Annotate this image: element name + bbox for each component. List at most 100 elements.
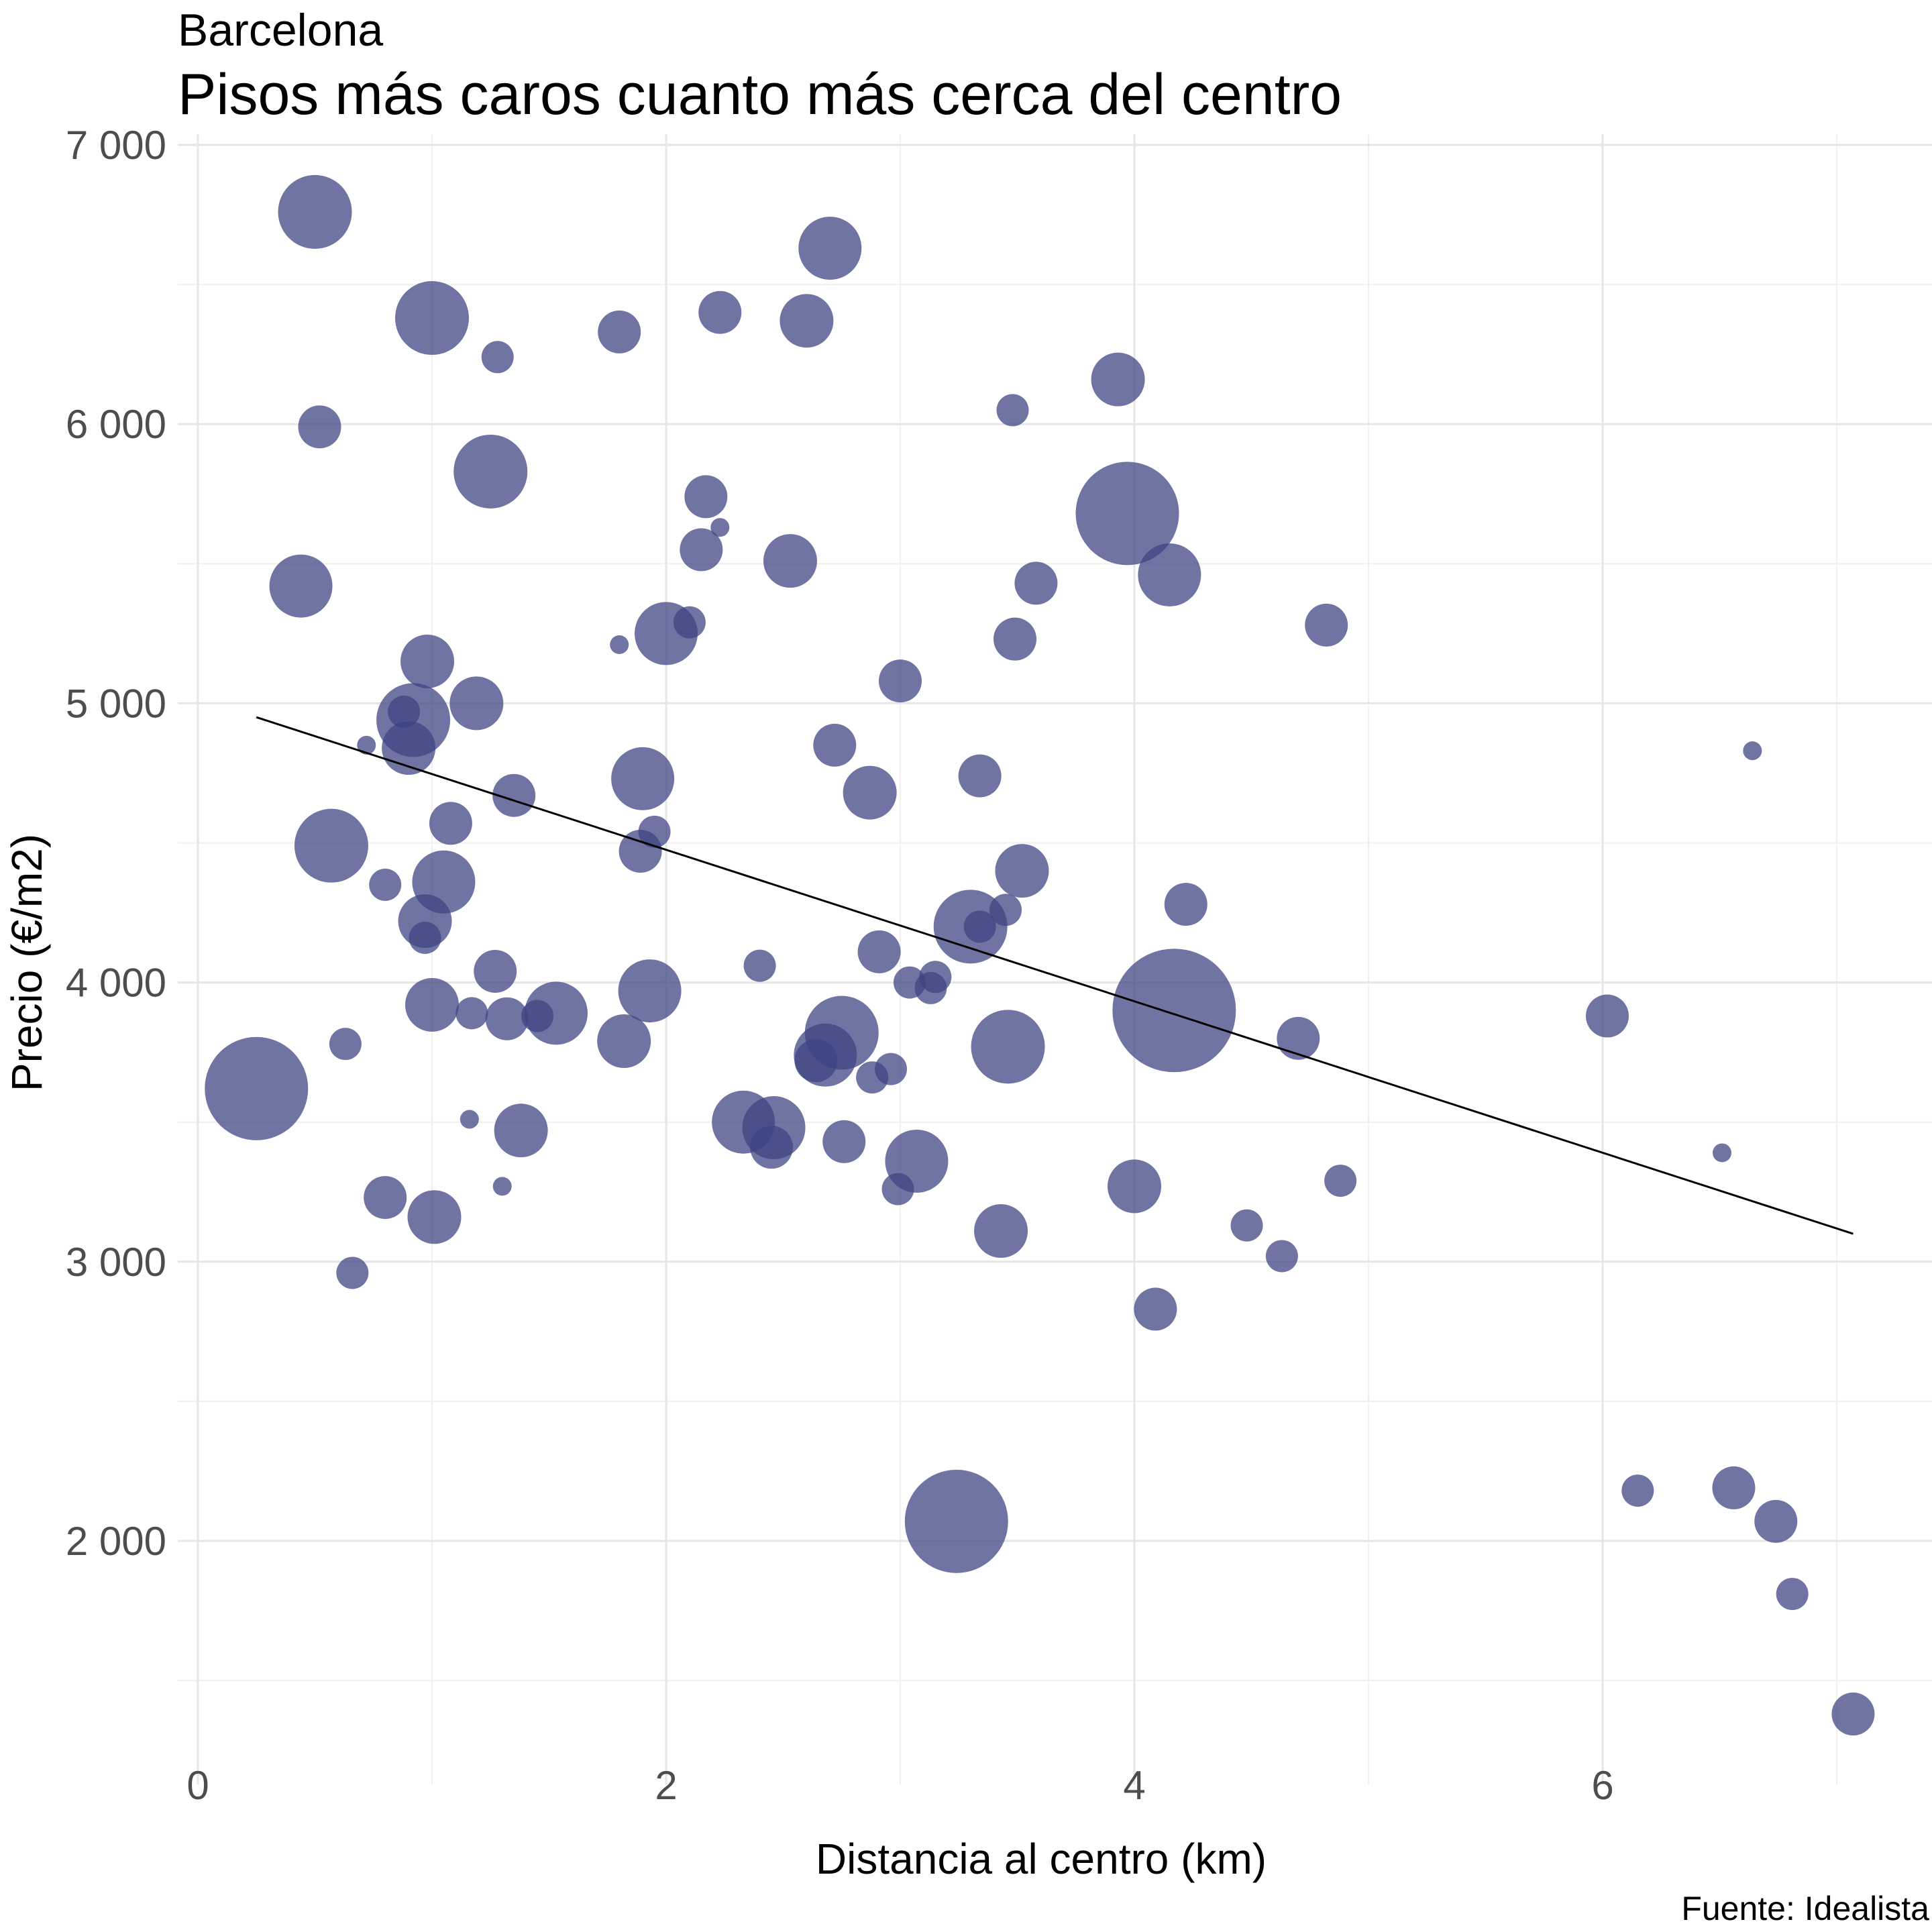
data-point [974,1204,1028,1258]
data-point [278,174,352,249]
data-point [813,723,857,767]
data-point [995,844,1049,898]
data-point [1831,1693,1875,1736]
data-point [455,997,488,1030]
data-point [485,997,529,1040]
data-point [598,310,641,354]
data-point [856,1061,889,1094]
y-tick-label: 2 000 [66,1519,166,1564]
data-point [1112,949,1236,1073]
x-tick-label: 0 [186,1763,209,1808]
data-point [996,394,1029,427]
y-tick-label: 7 000 [66,123,166,168]
data-point [963,910,996,943]
data-point [460,1110,479,1129]
data-point [1277,1016,1320,1060]
chart-title: Pisos más caros cuanto más cerca del cen… [178,62,1342,127]
data-point [879,659,922,703]
data-point [710,518,730,537]
y-axis-ticks: 2 000 3 000 4 000 5 000 6 000 7 000 [66,123,166,1564]
chart-subtitle: Barcelona [178,5,383,56]
data-point [843,765,897,820]
data-point [388,695,421,728]
data-point [1743,741,1762,761]
data-point [1712,1466,1756,1509]
data-point [1776,1578,1809,1611]
data-points [205,174,1875,1736]
x-axis-label: Distancia al centro (km) [816,1835,1267,1883]
data-point [794,1039,838,1083]
data-point [492,1177,512,1196]
data-point [494,1104,548,1158]
data-point [1265,1240,1298,1273]
data-point [881,1173,914,1205]
data-point [1305,603,1348,647]
data-point [698,290,742,334]
data-point [684,475,728,519]
data-point [492,773,536,817]
data-point [409,922,441,955]
data-point [453,434,528,508]
data-point [780,294,834,348]
data-point [357,735,376,755]
data-point [994,617,1037,661]
x-tick-label: 6 [1591,1763,1613,1808]
data-point [798,216,862,280]
data-point [298,405,341,449]
data-point [1075,462,1179,566]
y-tick-label: 4 000 [66,961,166,1006]
y-tick-label: 6 000 [66,402,166,447]
y-tick-label: 5 000 [66,681,166,726]
data-point [611,747,675,810]
data-point [971,1010,1045,1084]
data-point [680,528,723,572]
data-point [521,1000,554,1032]
data-point [638,815,671,848]
data-point [1585,994,1629,1038]
data-point [449,676,504,731]
data-point [405,977,459,1032]
data-point [1014,561,1058,605]
data-point [914,971,947,1004]
data-point [1621,1474,1654,1507]
data-point [1164,883,1208,926]
data-point [673,606,706,639]
data-point [294,808,368,883]
data-point [205,1036,309,1140]
data-point [610,635,629,654]
x-tick-label: 2 [655,1763,677,1808]
data-point [407,1190,462,1244]
data-point [750,1126,794,1169]
data-point [1712,1143,1731,1163]
trend-line [256,716,1854,1235]
y-tick-label: 3 000 [66,1240,166,1285]
data-point [1324,1165,1357,1197]
data-point [1134,1287,1177,1331]
data-point [958,754,1002,798]
data-point [395,281,469,356]
data-point [329,1028,362,1061]
data-point [743,949,776,982]
data-point [857,930,901,973]
data-point [1754,1499,1798,1543]
data-point [904,1469,1008,1573]
data-point [369,868,402,901]
data-point [822,1120,866,1163]
caption: Fuente: Idealista [1681,1890,1929,1927]
y-axis-label: Precio (€/m2) [3,834,51,1091]
data-point [763,534,817,588]
x-axis-ticks: 0 2 4 6 [186,1763,1613,1808]
data-point [989,894,1022,926]
grid [178,134,1932,1784]
data-point [618,959,682,1023]
data-point [1091,352,1145,407]
data-point [1108,1159,1161,1214]
data-point [364,1176,407,1220]
data-point [474,949,517,993]
data-point [597,1014,651,1069]
data-point [269,554,333,618]
data-point [481,341,514,374]
data-point [429,802,472,845]
x-tick-label: 4 [1123,1763,1145,1808]
